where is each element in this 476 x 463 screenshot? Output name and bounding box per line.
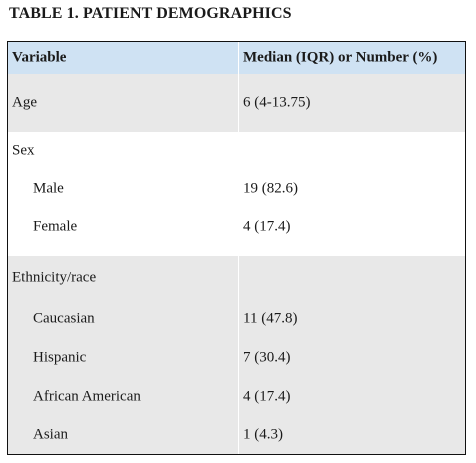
cell-variable: Female <box>8 208 238 256</box>
variable-label: Age <box>12 94 37 111</box>
cell-value: 4 (17.4) <box>238 208 465 256</box>
variable-label: Male <box>33 180 64 197</box>
table-row-hispanic: Hispanic 7 (30.4) <box>8 338 465 378</box>
cell-variable: African American <box>8 378 238 416</box>
cell-variable: Hispanic <box>8 338 238 378</box>
header-cell-variable: Variable <box>8 42 238 74</box>
header-label-value: Median (IQR) or Number (%) <box>243 49 438 66</box>
cell-variable: Ethnicity/race <box>8 256 238 300</box>
header-label-variable: Variable <box>12 49 67 66</box>
table-row-male: Male 19 (82.6) <box>8 170 465 208</box>
value-label: 4 (17.4) <box>243 388 291 405</box>
table-row-caucasian: Caucasian 11 (47.8) <box>8 300 465 338</box>
cell-variable: Caucasian <box>8 300 238 338</box>
cell-variable: Male <box>8 170 238 208</box>
table-title: TABLE 1. PATIENT DEMOGRAPHICS <box>9 5 292 22</box>
cell-value: 11 (47.8) <box>238 300 465 338</box>
value-label: 1 (4.3) <box>243 426 283 443</box>
cell-value: 1 (4.3) <box>238 416 465 454</box>
header-cell-value: Median (IQR) or Number (%) <box>238 42 465 74</box>
variable-label: Ethnicity/race <box>12 269 97 286</box>
cell-value <box>238 256 465 300</box>
cell-value: 19 (82.6) <box>238 170 465 208</box>
cell-variable: Sex <box>8 132 238 170</box>
table-row-asian: Asian 1 (4.3) <box>8 416 465 454</box>
variable-label: Female <box>33 218 78 235</box>
table-header-row: Variable Median (IQR) or Number (%) <box>8 42 465 74</box>
value-label: 7 (30.4) <box>243 349 291 366</box>
value-label: 4 (17.4) <box>243 218 291 235</box>
cell-value <box>238 132 465 170</box>
variable-label: Sex <box>12 142 35 159</box>
cell-value: 6 (4-13.75) <box>238 74 465 132</box>
table-row-female: Female 4 (17.4) <box>8 208 465 256</box>
cell-variable: Age <box>8 74 238 132</box>
cell-variable: Asian <box>8 416 238 454</box>
variable-label: African American <box>33 388 141 405</box>
variable-label: Hispanic <box>33 349 87 366</box>
table-row-african-american: African American 4 (17.4) <box>8 378 465 416</box>
cell-value: 4 (17.4) <box>238 378 465 416</box>
value-label: 11 (47.8) <box>243 310 298 327</box>
variable-label: Asian <box>33 426 68 443</box>
table-row-age: Age 6 (4-13.75) <box>8 74 465 132</box>
variable-label: Caucasian <box>33 310 95 327</box>
table-row-sex: Sex <box>8 132 465 170</box>
value-label: 19 (82.6) <box>243 180 298 197</box>
table-row-ethnicity: Ethnicity/race <box>8 256 465 300</box>
value-label: 6 (4-13.75) <box>243 94 311 111</box>
cell-value: 7 (30.4) <box>238 338 465 378</box>
demographics-table: Variable Median (IQR) or Number (%) Age … <box>7 41 466 455</box>
